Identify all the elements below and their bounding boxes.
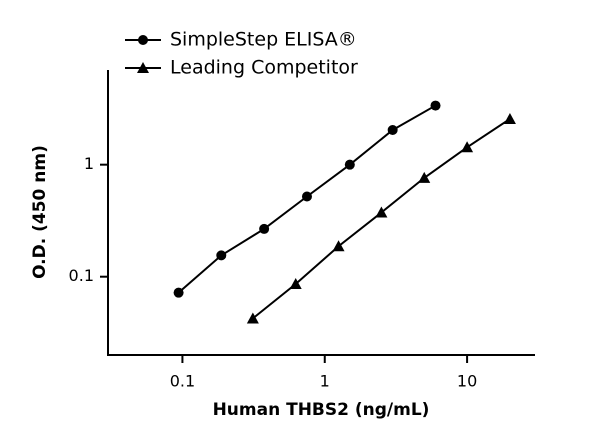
legend-marker <box>138 35 148 45</box>
y-axis-title: O.D. (450 nm) <box>30 145 50 279</box>
legend-label: SimpleStep ELISA® <box>170 29 357 51</box>
marker <box>430 100 441 111</box>
marker <box>173 287 184 298</box>
marker <box>246 312 259 324</box>
marker <box>259 223 270 234</box>
marker <box>216 250 227 261</box>
marker <box>461 141 474 153</box>
marker <box>387 124 398 135</box>
legend-marker <box>137 62 149 73</box>
marker <box>418 171 431 183</box>
y-tick-label: 0.1 <box>69 266 94 285</box>
marker <box>301 191 312 202</box>
x-axis-title: Human THBS2 (ng/mL) <box>213 400 430 420</box>
marker <box>289 278 302 290</box>
x-tick-label: 1 <box>320 372 330 391</box>
marker <box>375 206 388 218</box>
x-tick-label: 0.1 <box>170 372 195 391</box>
legend-label: Leading Competitor <box>170 57 358 79</box>
marker <box>332 240 345 252</box>
x-tick-label: 10 <box>457 372 477 391</box>
marker <box>503 112 516 124</box>
y-tick-label: 1 <box>84 154 94 173</box>
marker <box>344 159 355 170</box>
